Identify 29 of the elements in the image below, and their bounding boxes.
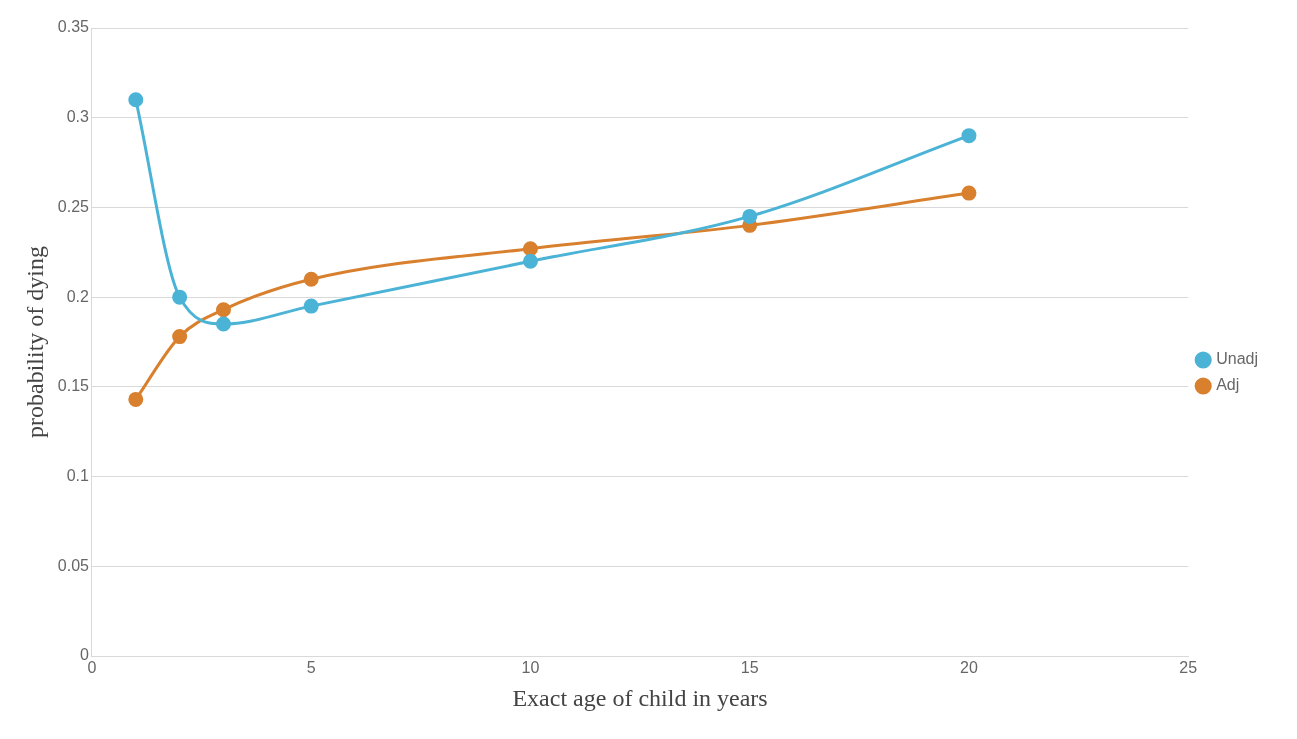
y-tick-label: 0.35 [57,18,90,36]
point [961,128,977,144]
point [303,271,319,287]
point [172,329,188,345]
x-tick-label: 5 [306,659,316,677]
y-axis-title: probability of dying [21,246,48,438]
point [961,185,977,201]
point [215,302,231,318]
x-tick-label: 25 [1179,659,1198,677]
x-tick-label: 15 [740,659,759,677]
y-tick-label: 0.25 [57,197,90,215]
point [215,316,231,332]
y-tick-label: 0.2 [66,287,90,305]
point [522,253,538,269]
y-tick-label: 0.15 [57,377,90,395]
point [303,298,319,314]
point [128,391,144,407]
point [742,208,758,224]
point [128,92,144,108]
x-tick-label: 10 [521,659,540,677]
x-tick-label: 20 [960,659,978,677]
point [172,289,188,305]
x-axis-title: Exact age of child in years [512,684,768,711]
y-tick-label: 0.1 [66,466,90,484]
legend-label: Adj [1216,376,1240,394]
y-tick-label: 0.3 [66,108,90,126]
y-tick-label: 0.05 [57,556,90,574]
legend-label: Unadj [1216,350,1259,368]
point [522,241,538,257]
